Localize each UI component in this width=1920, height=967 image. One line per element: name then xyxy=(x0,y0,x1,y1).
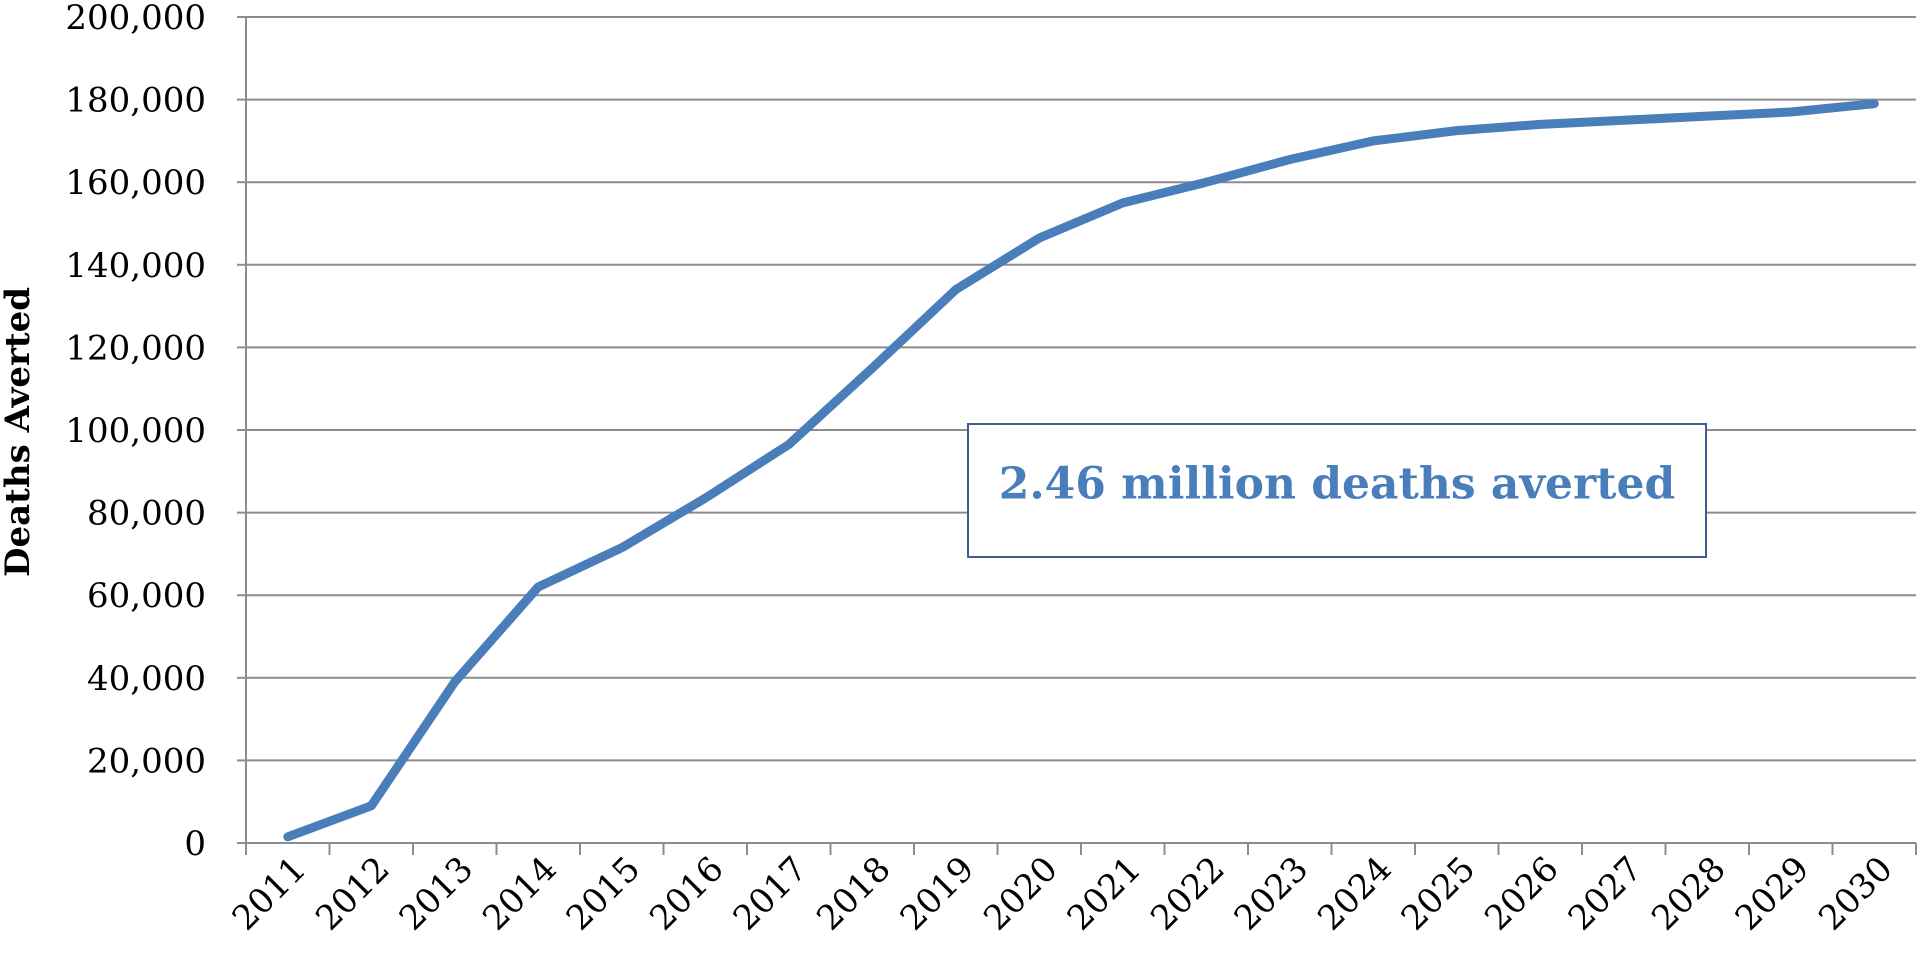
x-tick-label: 2016 xyxy=(642,849,731,938)
annotation-box xyxy=(967,423,1707,558)
x-tick-label: 2015 xyxy=(559,849,648,938)
x-tick-label: 2021 xyxy=(1060,849,1149,938)
x-tick-label: 2023 xyxy=(1227,849,1316,938)
y-tick-label: 0 xyxy=(184,824,206,864)
x-tick-label: 2017 xyxy=(726,849,815,938)
y-tick-label: 20,000 xyxy=(87,741,206,781)
x-tick-label: 2026 xyxy=(1477,849,1566,938)
x-tick-label: 2029 xyxy=(1728,849,1817,938)
annotation-text: 2.46 million deaths averted xyxy=(999,459,1676,510)
x-tick-label: 2027 xyxy=(1561,849,1650,938)
series-group xyxy=(283,99,1879,842)
y-tick-label: 140,000 xyxy=(65,246,206,286)
y-tick-label: 40,000 xyxy=(87,659,206,699)
x-tick-label: 2019 xyxy=(893,849,982,938)
x-tick-label: 2024 xyxy=(1310,849,1399,938)
x-tick-label: 2014 xyxy=(475,849,564,938)
x-tick-label: 2025 xyxy=(1394,849,1483,938)
gridlines xyxy=(246,16,1916,762)
y-tick-label: 200,000 xyxy=(65,0,206,38)
x-tick-label: 2018 xyxy=(809,849,898,938)
x-tick-label: 2030 xyxy=(1811,849,1900,938)
x-tick-label: 2028 xyxy=(1644,849,1733,938)
x-tick-label: 2020 xyxy=(976,849,1065,938)
series-line xyxy=(283,99,1879,842)
y-tick-label: 180,000 xyxy=(65,81,206,121)
y-axis-ticks: 0 20,000 40,000 60,000 80,000 100,000 120,000 1… xyxy=(65,0,246,864)
x-axis-ticks: 2011201220132014201520162017201820192020… xyxy=(225,843,1917,939)
y-tick-label: 120,000 xyxy=(65,328,206,368)
y-tick-label: 60,000 xyxy=(87,576,206,616)
x-tick-label: 2013 xyxy=(392,849,481,938)
y-tick-label: 80,000 xyxy=(87,494,206,534)
y-tick-label: 160,000 xyxy=(65,163,206,203)
y-tick-label: 100,000 xyxy=(65,411,206,451)
y-axis-label: Deaths Averted xyxy=(0,287,38,577)
x-tick-label: 2012 xyxy=(308,849,397,938)
x-tick-label: 2022 xyxy=(1143,849,1232,938)
x-tick-label: 2011 xyxy=(225,849,314,938)
